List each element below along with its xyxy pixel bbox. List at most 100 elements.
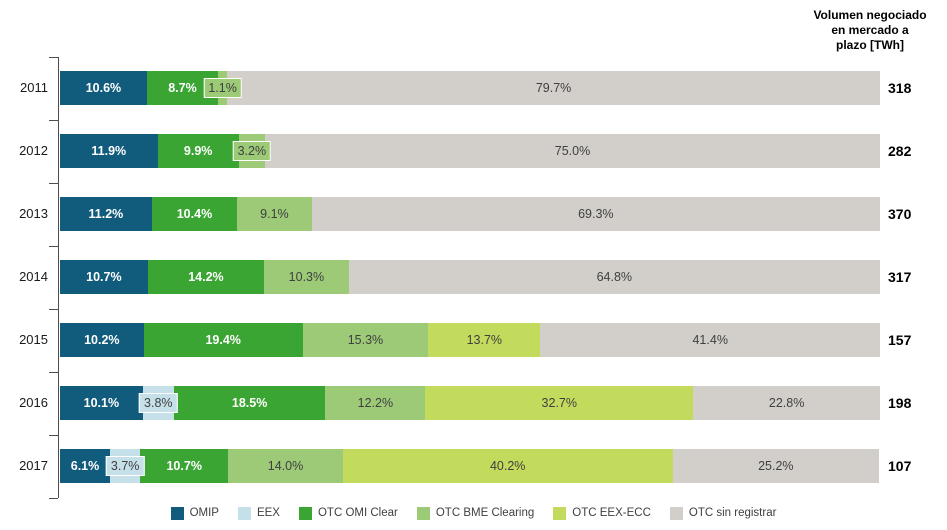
bar-track: 11.2% 10.4% 9.1% 69.3%	[60, 197, 880, 231]
segment-eex: 3.7%	[105, 449, 145, 483]
bar-track: 10.2% 19.4% 15.3% 13.7% 41.4%	[60, 323, 880, 357]
axis-tick	[49, 119, 58, 121]
axis-tick	[49, 182, 58, 184]
bar-row-2011: 2011 10.6% 8.7% 1.1% 79.7% 318	[0, 71, 947, 105]
segment-otc-eex-ecc: 40.2%	[342, 449, 673, 483]
segment-value-label: 6.1%	[70, 459, 100, 473]
year-label: 2015	[19, 332, 48, 347]
segment-value-label: 8.7%	[168, 81, 197, 95]
segment-otc-bme-clearing: 15.3%	[302, 323, 429, 357]
year-label: 2014	[19, 269, 48, 284]
segment-omip: 6.1%	[60, 449, 111, 483]
segment-value-label: 40.2%	[489, 459, 526, 473]
bar-row-2015: 2015 10.2% 19.4% 15.3% 13.7% 41.4% 157	[0, 323, 947, 357]
legend-label: OTC BME Clearing	[435, 507, 535, 519]
bar-row-2017: 2017 6.1% 3.7% 10.7% 14.0% 40.2% 25.2% 107	[0, 449, 947, 483]
segment-otc-bme-clearing: 9.1%	[237, 197, 312, 231]
segment-omip: 11.2%	[60, 197, 152, 231]
legend-swatch	[416, 506, 430, 520]
legend-item-otc-omi-clear: OTC OMI Clear	[298, 506, 398, 520]
segment-value-label: 13.7%	[466, 333, 503, 347]
axis-tick	[49, 497, 58, 499]
year-label: 2016	[19, 395, 48, 410]
legend-item-otc-eex-ecc: OTC EEX-ECC	[553, 506, 651, 520]
segment-eex: 3.8%	[139, 386, 178, 420]
segment-otc-bme-clearing: 10.3%	[264, 260, 349, 294]
twh-value: 198	[888, 395, 912, 411]
segment-otc-bme-clearing: 12.2%	[325, 386, 426, 420]
year-label: 2017	[19, 458, 48, 473]
segment-otc-sin-registrar: 22.8%	[693, 386, 880, 420]
segment-value-label: 18.5%	[231, 396, 268, 410]
segment-value-label: 3.7%	[105, 456, 145, 476]
segment-omip: 11.9%	[60, 134, 158, 168]
legend-item-otc-bme-clearing: OTC BME Clearing	[416, 506, 535, 520]
segment-value-label: 10.7%	[166, 459, 202, 473]
axis-tick	[49, 434, 58, 436]
segment-value-label: 41.4%	[692, 333, 728, 347]
segment-value-label: 10.1%	[83, 396, 120, 410]
segment-value-label: 1.1%	[203, 78, 242, 98]
twh-value: 107	[888, 458, 912, 474]
segment-omip: 10.7%	[60, 260, 148, 294]
bar-row-2014: 2014 10.7% 14.2% 10.3% 64.8% 317	[0, 260, 947, 294]
twh-value: 318	[888, 80, 912, 96]
segment-otc-sin-registrar: 64.8%	[348, 260, 880, 294]
legend-item-eex: EEX	[237, 506, 280, 520]
segment-otc-sin-registrar: 79.7%	[227, 71, 880, 105]
segment-otc-bme-clearing: 1.1%	[203, 71, 242, 105]
legend-swatch	[669, 506, 683, 520]
segment-value-label: 32.7%	[541, 396, 577, 410]
twh-value: 282	[888, 143, 912, 159]
legend-swatch	[553, 506, 567, 520]
segment-value-label: 12.2%	[357, 396, 394, 410]
axis-tick	[49, 245, 58, 247]
legend-label: OTC EEX-ECC	[572, 507, 651, 519]
segment-otc-omi-clear: 14.2%	[147, 260, 265, 294]
segment-otc-omi-clear: 9.9%	[157, 134, 239, 168]
segment-value-label: 75.0%	[554, 144, 591, 158]
legend-swatch	[298, 506, 312, 520]
twh-value: 317	[888, 269, 912, 285]
segment-otc-omi-clear: 18.5%	[173, 386, 326, 420]
legend-swatch	[170, 506, 184, 520]
segment-value-label: 3.8%	[139, 393, 178, 413]
segment-value-label: 11.9%	[91, 144, 127, 158]
axis-tick	[49, 308, 58, 310]
bar-row-2013: 2013 11.2% 10.4% 9.1% 69.3% 370	[0, 197, 947, 231]
axis-tick	[49, 371, 58, 373]
segment-value-label: 14.2%	[188, 270, 224, 284]
segment-value-label: 10.2%	[84, 333, 120, 347]
segment-otc-omi-clear: 10.7%	[140, 449, 229, 483]
segment-otc-sin-registrar: 75.0%	[264, 134, 880, 168]
right-axis-title: Volumen negociado en mercado a plazo [TW…	[813, 8, 927, 52]
legend-item-omip: OMIP	[170, 506, 219, 520]
segment-value-label: 10.4%	[176, 207, 213, 221]
segment-value-label: 69.3%	[578, 207, 614, 221]
segment-value-label: 14.0%	[267, 459, 304, 473]
bar-track: 10.7% 14.2% 10.3% 64.8%	[60, 260, 880, 294]
twh-value: 157	[888, 332, 912, 348]
segment-value-label: 15.3%	[347, 333, 384, 347]
segment-value-label: 79.7%	[535, 81, 572, 95]
segment-value-label: 19.4%	[205, 333, 241, 347]
segment-otc-bme-clearing: 14.0%	[228, 449, 343, 483]
segment-otc-sin-registrar: 41.4%	[540, 323, 880, 357]
bar-track: 10.1% 3.8% 18.5% 12.2% 32.7% 22.8%	[60, 386, 880, 420]
bar-track: 10.6% 8.7% 1.1% 79.7%	[60, 71, 880, 105]
segment-otc-omi-clear: 10.4%	[151, 197, 238, 231]
bar-track: 11.9% 9.9% 3.2% 75.0%	[60, 134, 880, 168]
legend-label: OTC OMI Clear	[317, 507, 398, 519]
segment-otc-omi-clear: 19.4%	[143, 323, 303, 357]
segment-otc-bme-clearing: 3.2%	[232, 134, 272, 168]
year-label: 2013	[19, 206, 48, 221]
segment-value-label: 9.1%	[260, 207, 289, 221]
legend-swatch	[237, 506, 251, 520]
segment-otc-sin-registrar: 69.3%	[311, 197, 880, 231]
twh-value: 370	[888, 206, 912, 222]
year-label: 2011	[20, 80, 48, 95]
legend-label: OMIP	[189, 507, 219, 519]
segment-value-label: 9.9%	[183, 144, 213, 158]
segment-value-label: 22.8%	[768, 396, 805, 410]
